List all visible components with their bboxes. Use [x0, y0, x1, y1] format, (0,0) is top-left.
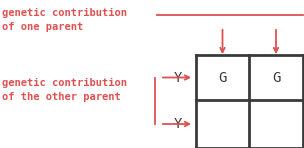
Text: genetic contribution: genetic contribution — [2, 78, 127, 88]
Text: Y: Y — [174, 70, 182, 85]
Text: Y: Y — [174, 117, 182, 131]
Text: of one parent: of one parent — [2, 22, 83, 32]
Text: G: G — [272, 70, 280, 85]
Text: genetic contribution: genetic contribution — [2, 8, 127, 18]
Text: G: G — [218, 70, 227, 85]
Text: of the other parent: of the other parent — [2, 92, 121, 102]
